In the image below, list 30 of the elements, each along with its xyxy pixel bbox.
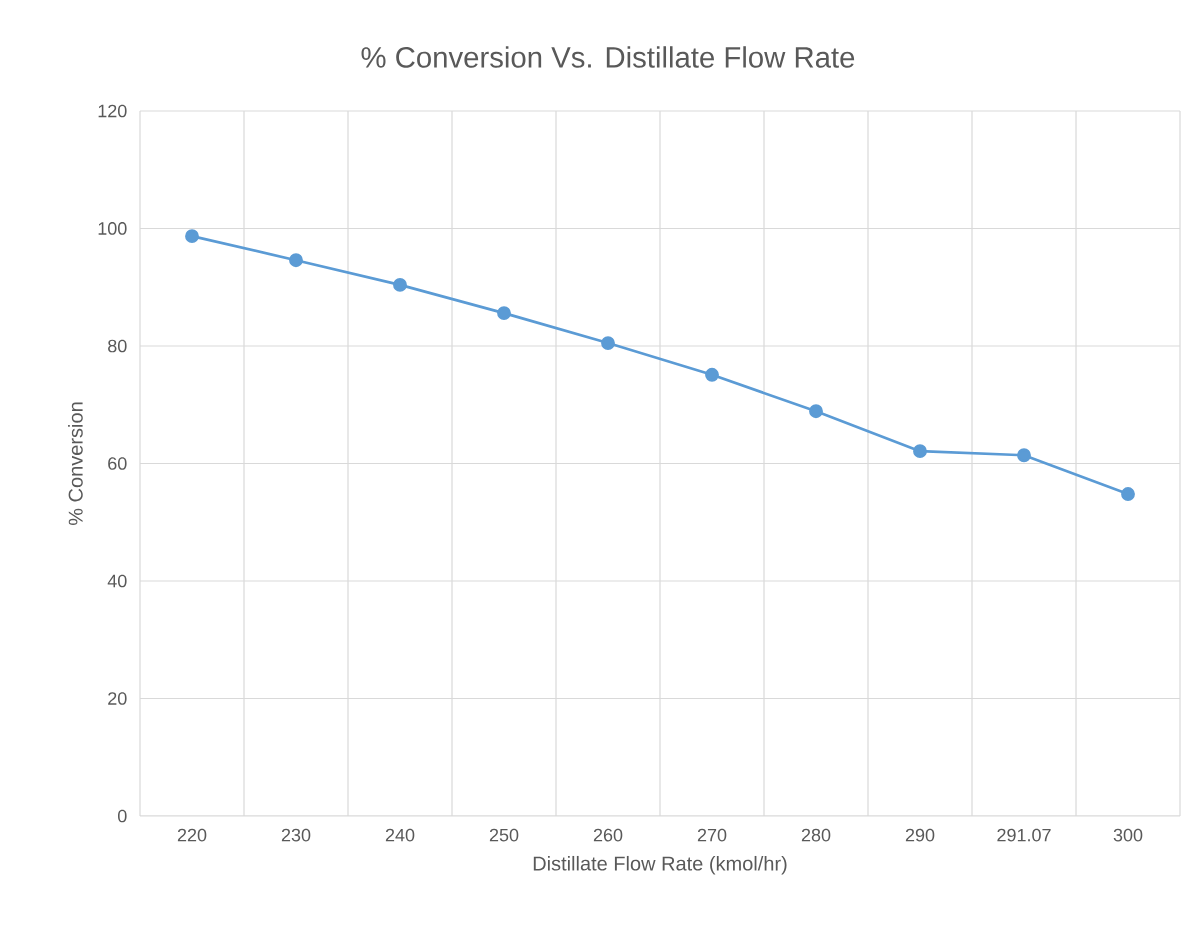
point bbox=[497, 306, 511, 321]
y-tick-label: 0 bbox=[118, 809, 127, 823]
x-tick-label: 300 bbox=[1113, 828, 1143, 842]
y-tick-label: 40 bbox=[107, 574, 127, 588]
x-axis-title: Distillate Flow Rate (kmol/hr) bbox=[533, 855, 787, 875]
y-tick-label: 20 bbox=[108, 692, 127, 705]
point bbox=[705, 367, 719, 382]
x-tick-label: 260 bbox=[593, 828, 623, 842]
x-tick-label: 290 bbox=[905, 828, 935, 842]
y-axis-title: % Conversion bbox=[68, 402, 83, 526]
y-tick-label: 120 bbox=[98, 104, 127, 118]
chart-title: % Conversion Vs. Distillate Flow Rate bbox=[361, 46, 855, 68]
point bbox=[913, 444, 927, 459]
point bbox=[601, 336, 615, 350]
y-tick-label: 80 bbox=[108, 339, 127, 353]
x-tick-label: 250 bbox=[489, 828, 519, 842]
point bbox=[809, 404, 823, 419]
y-tick-label: 60 bbox=[108, 457, 127, 470]
y-tick-label: 100 bbox=[98, 222, 127, 235]
x-tick-label: 220 bbox=[177, 828, 207, 842]
point bbox=[393, 277, 407, 292]
x-tick-label: 291.07 bbox=[997, 828, 1051, 842]
point bbox=[289, 253, 303, 268]
point bbox=[1017, 448, 1031, 463]
point bbox=[185, 229, 199, 244]
x-tick-label: 280 bbox=[801, 828, 831, 842]
point bbox=[1121, 487, 1135, 501]
x-tick-label: 270 bbox=[697, 828, 727, 842]
x-tick-label: 240 bbox=[385, 828, 415, 842]
x-tick-label: 230 bbox=[281, 828, 311, 842]
